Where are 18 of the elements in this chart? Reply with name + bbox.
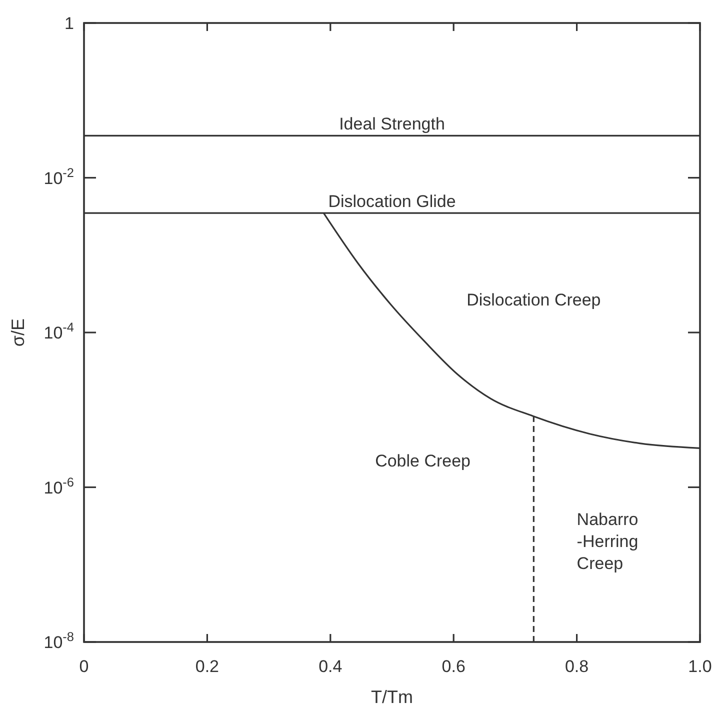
x-tick-label: 0.8 [564, 657, 589, 676]
x-axis-title: T/Tm [371, 687, 413, 707]
annotation: Dislocation Creep [466, 291, 601, 310]
y-axis-title: σ/E [8, 318, 28, 347]
x-tick-label: 0 [79, 657, 89, 676]
ref-line-label: Ideal Strength [339, 114, 445, 134]
x-tick-label: 0.4 [318, 657, 342, 676]
annotation: Nabarro -Herring Creep [576, 510, 638, 574]
y-tick-label: 10$^{-4}$ [44, 319, 74, 342]
ref-line-label: Dislocation Glide [328, 192, 456, 212]
y-tick-label: 10$^{-6}$ [44, 474, 74, 498]
x-tick-label: 0.2 [195, 657, 220, 676]
x-tick-label: 0.6 [442, 657, 466, 676]
y-tick-label: 1 [64, 14, 74, 33]
y-tick-label: 10$^{-8}$ [44, 628, 74, 652]
x-tick-label: 1.0 [688, 657, 712, 676]
annotation: Coble Creep [375, 452, 471, 471]
y-tick-label: 10$^{-2}$ [44, 164, 74, 188]
